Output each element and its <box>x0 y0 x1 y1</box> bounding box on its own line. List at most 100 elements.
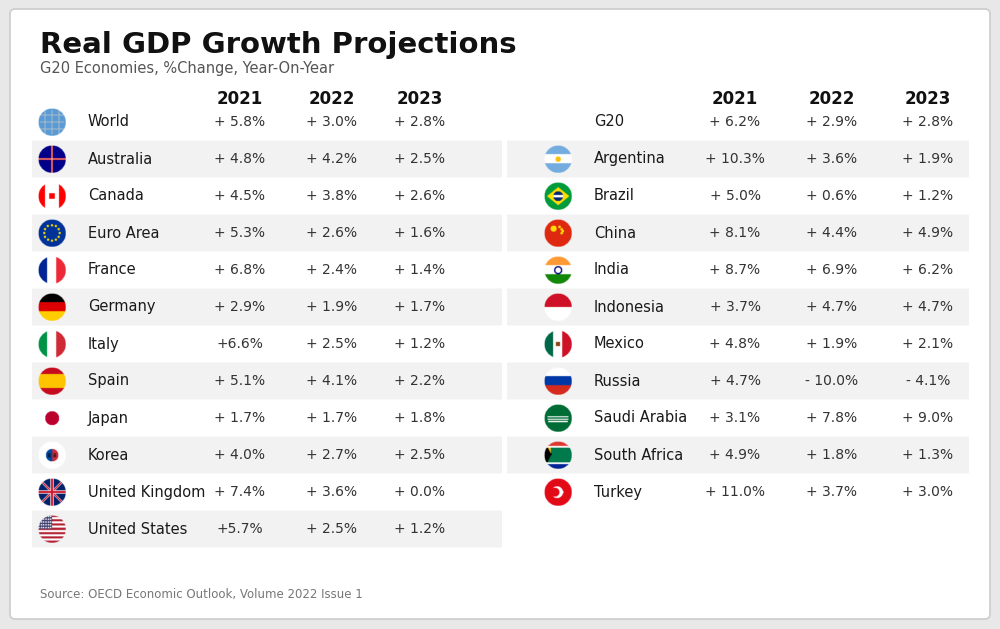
FancyBboxPatch shape <box>32 214 502 252</box>
FancyBboxPatch shape <box>507 362 969 399</box>
Text: + 9.0%: + 9.0% <box>902 411 954 425</box>
Text: + 0.6%: + 0.6% <box>806 189 858 203</box>
Text: + 2.5%: + 2.5% <box>306 522 358 536</box>
Text: + 3.0%: + 3.0% <box>306 115 358 129</box>
Text: + 3.6%: + 3.6% <box>306 485 358 499</box>
Text: + 0.0%: + 0.0% <box>394 485 446 499</box>
Text: + 6.2%: + 6.2% <box>902 263 954 277</box>
Text: + 1.7%: + 1.7% <box>306 411 358 425</box>
Text: + 2.2%: + 2.2% <box>394 374 446 388</box>
Text: + 2.6%: + 2.6% <box>306 226 358 240</box>
Text: + 6.9%: + 6.9% <box>806 263 858 277</box>
Text: Australia: Australia <box>88 152 153 167</box>
Text: G20: G20 <box>594 114 624 130</box>
Text: + 8.1%: + 8.1% <box>709 226 761 240</box>
Text: 2023: 2023 <box>397 90 443 108</box>
Text: Mexico: Mexico <box>594 337 645 352</box>
Text: + 4.7%: + 4.7% <box>806 300 858 314</box>
Text: + 1.2%: + 1.2% <box>394 337 446 351</box>
Text: Argentina: Argentina <box>594 152 666 167</box>
Text: + 1.9%: + 1.9% <box>806 337 858 351</box>
Text: China: China <box>594 226 636 240</box>
Text: + 2.8%: + 2.8% <box>902 115 954 129</box>
FancyBboxPatch shape <box>507 289 969 325</box>
Text: + 1.2%: + 1.2% <box>902 189 954 203</box>
Text: 2022: 2022 <box>309 90 355 108</box>
Text: France: France <box>88 262 137 277</box>
Text: + 4.2%: + 4.2% <box>306 152 358 166</box>
Text: + 4.8%: + 4.8% <box>709 337 761 351</box>
Text: + 1.7%: + 1.7% <box>394 300 446 314</box>
Text: + 4.4%: + 4.4% <box>806 226 858 240</box>
Text: + 5.8%: + 5.8% <box>214 115 266 129</box>
Text: + 2.7%: + 2.7% <box>306 448 358 462</box>
Text: Spain: Spain <box>88 374 129 389</box>
Text: United States: United States <box>88 521 187 537</box>
Text: + 2.5%: + 2.5% <box>394 152 446 166</box>
Text: + 5.0%: + 5.0% <box>710 189 761 203</box>
Text: Canada: Canada <box>88 189 144 204</box>
Text: Russia: Russia <box>594 374 642 389</box>
Text: + 1.6%: + 1.6% <box>394 226 446 240</box>
Text: + 1.9%: + 1.9% <box>902 152 954 166</box>
Text: G20 Economies, %Change, Year-On-Year: G20 Economies, %Change, Year-On-Year <box>40 61 334 76</box>
Text: Germany: Germany <box>88 299 156 314</box>
Text: + 3.7%: + 3.7% <box>710 300 761 314</box>
Text: + 4.7%: + 4.7% <box>710 374 761 388</box>
Text: South Africa: South Africa <box>594 447 683 462</box>
Text: Japan: Japan <box>88 411 129 425</box>
Text: + 3.7%: + 3.7% <box>806 485 858 499</box>
Text: + 4.5%: + 4.5% <box>214 189 266 203</box>
Text: + 1.7%: + 1.7% <box>214 411 266 425</box>
Text: United Kingdom: United Kingdom <box>88 484 205 499</box>
Text: + 3.6%: + 3.6% <box>806 152 858 166</box>
Text: Real GDP Growth Projections: Real GDP Growth Projections <box>40 31 517 59</box>
FancyBboxPatch shape <box>32 140 502 177</box>
Text: Saudi Arabia: Saudi Arabia <box>594 411 687 425</box>
Text: + 2.5%: + 2.5% <box>394 448 446 462</box>
Text: + 7.8%: + 7.8% <box>806 411 858 425</box>
Text: - 10.0%: - 10.0% <box>805 374 859 388</box>
Text: + 6.8%: + 6.8% <box>214 263 266 277</box>
Text: + 5.1%: + 5.1% <box>214 374 266 388</box>
Text: + 4.7%: + 4.7% <box>902 300 954 314</box>
Text: + 2.5%: + 2.5% <box>306 337 358 351</box>
Text: + 2.6%: + 2.6% <box>394 189 446 203</box>
Text: + 8.7%: + 8.7% <box>709 263 761 277</box>
Text: + 6.2%: + 6.2% <box>709 115 761 129</box>
Text: India: India <box>594 262 630 277</box>
Text: + 4.1%: + 4.1% <box>306 374 358 388</box>
FancyBboxPatch shape <box>32 289 502 325</box>
Text: + 2.9%: + 2.9% <box>214 300 266 314</box>
Text: + 7.4%: + 7.4% <box>214 485 266 499</box>
Text: Brazil: Brazil <box>594 189 635 204</box>
Text: + 11.0%: + 11.0% <box>705 485 765 499</box>
Text: Turkey: Turkey <box>594 484 642 499</box>
Text: + 1.8%: + 1.8% <box>394 411 446 425</box>
FancyBboxPatch shape <box>32 362 502 399</box>
Text: + 4.0%: + 4.0% <box>214 448 266 462</box>
Text: + 1.4%: + 1.4% <box>394 263 446 277</box>
FancyBboxPatch shape <box>10 9 990 619</box>
Text: + 10.3%: + 10.3% <box>705 152 765 166</box>
FancyBboxPatch shape <box>507 140 969 177</box>
FancyBboxPatch shape <box>507 437 969 474</box>
Text: Italy: Italy <box>88 337 120 352</box>
Text: 2021: 2021 <box>712 90 758 108</box>
Text: + 3.0%: + 3.0% <box>902 485 954 499</box>
FancyBboxPatch shape <box>32 437 502 474</box>
Text: + 2.8%: + 2.8% <box>394 115 446 129</box>
Text: + 1.9%: + 1.9% <box>306 300 358 314</box>
Text: + 2.1%: + 2.1% <box>902 337 954 351</box>
Text: + 3.8%: + 3.8% <box>306 189 358 203</box>
Text: 2022: 2022 <box>809 90 855 108</box>
Text: +6.6%: +6.6% <box>217 337 263 351</box>
Text: + 4.8%: + 4.8% <box>214 152 266 166</box>
Text: + 2.4%: + 2.4% <box>306 263 358 277</box>
Text: 2023: 2023 <box>905 90 951 108</box>
Text: + 3.1%: + 3.1% <box>709 411 761 425</box>
Text: +5.7%: +5.7% <box>217 522 263 536</box>
Text: World: World <box>88 114 130 130</box>
Text: + 4.9%: + 4.9% <box>709 448 761 462</box>
FancyBboxPatch shape <box>32 511 502 547</box>
